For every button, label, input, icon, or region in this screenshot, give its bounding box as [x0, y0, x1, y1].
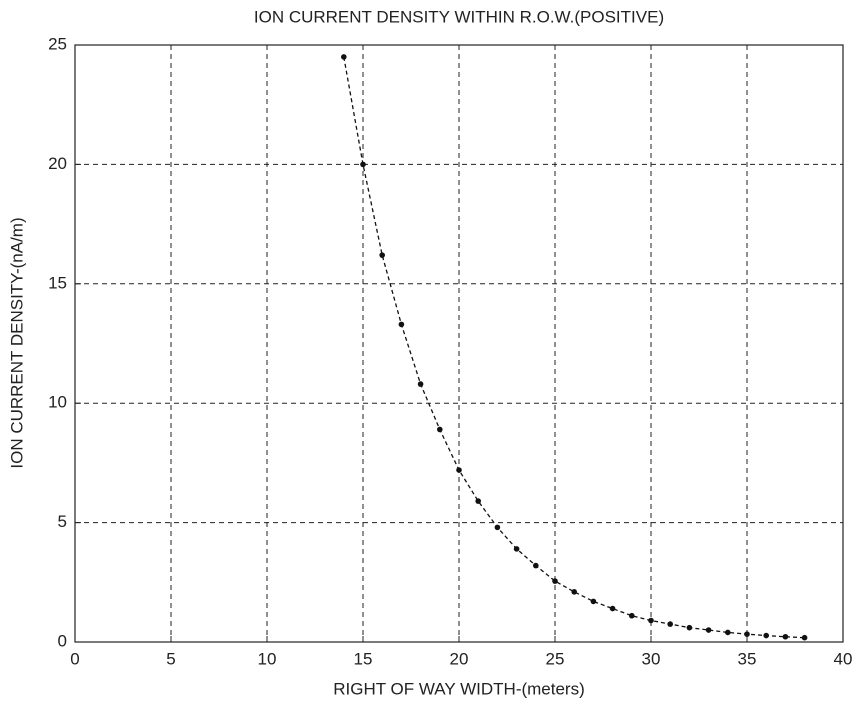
- data-point: [437, 426, 443, 433]
- x-tick-label: 25: [546, 649, 565, 668]
- data-point: [398, 321, 405, 328]
- data-point: [341, 54, 347, 60]
- y-tick-label: 0: [58, 631, 67, 650]
- chart-title: ION CURRENT DENSITY WITHIN R.O.W.(POSITI…: [254, 7, 664, 26]
- data-point: [456, 467, 462, 473]
- data-point: [629, 612, 635, 619]
- data-point: [590, 598, 597, 605]
- x-tick-label: 30: [642, 649, 661, 668]
- x-tick-label: 5: [166, 649, 175, 668]
- y-tick-label: 5: [58, 512, 67, 531]
- data-point: [744, 631, 750, 637]
- x-tick-label: 0: [70, 649, 79, 668]
- data-point: [360, 161, 366, 168]
- y-tick-label: 15: [48, 273, 67, 292]
- y-tick-label: 10: [48, 393, 67, 412]
- data-point: [801, 634, 808, 641]
- data-point: [782, 633, 789, 640]
- data-point: [705, 627, 712, 633]
- x-tick-label: 15: [354, 649, 373, 668]
- y-tick-label: 20: [48, 154, 67, 173]
- data-point: [552, 578, 558, 584]
- data-point: [686, 624, 693, 631]
- data-point: [533, 562, 539, 569]
- data-point: [763, 632, 769, 639]
- data-point: [475, 498, 482, 504]
- data-point: [379, 252, 386, 258]
- data-point: [417, 381, 424, 387]
- y-tick-label: 25: [48, 34, 67, 53]
- data-point: [513, 546, 520, 552]
- data-point: [648, 617, 654, 624]
- x-tick-label: 40: [834, 649, 853, 668]
- x-tick-label: 20: [450, 649, 469, 668]
- data-point: [494, 524, 501, 531]
- data-point: [609, 605, 616, 612]
- data-point: [571, 589, 577, 595]
- x-axis-label: RIGHT OF WAY WIDTH-(meters): [333, 679, 585, 698]
- x-tick-label: 10: [258, 649, 277, 668]
- data-point: [667, 621, 673, 627]
- data-point: [725, 629, 731, 636]
- x-tick-label: 35: [738, 649, 757, 668]
- plot-frame: [74, 44, 844, 643]
- y-axis-label: ION CURRENT DENSITY-(nA/m): [7, 217, 26, 468]
